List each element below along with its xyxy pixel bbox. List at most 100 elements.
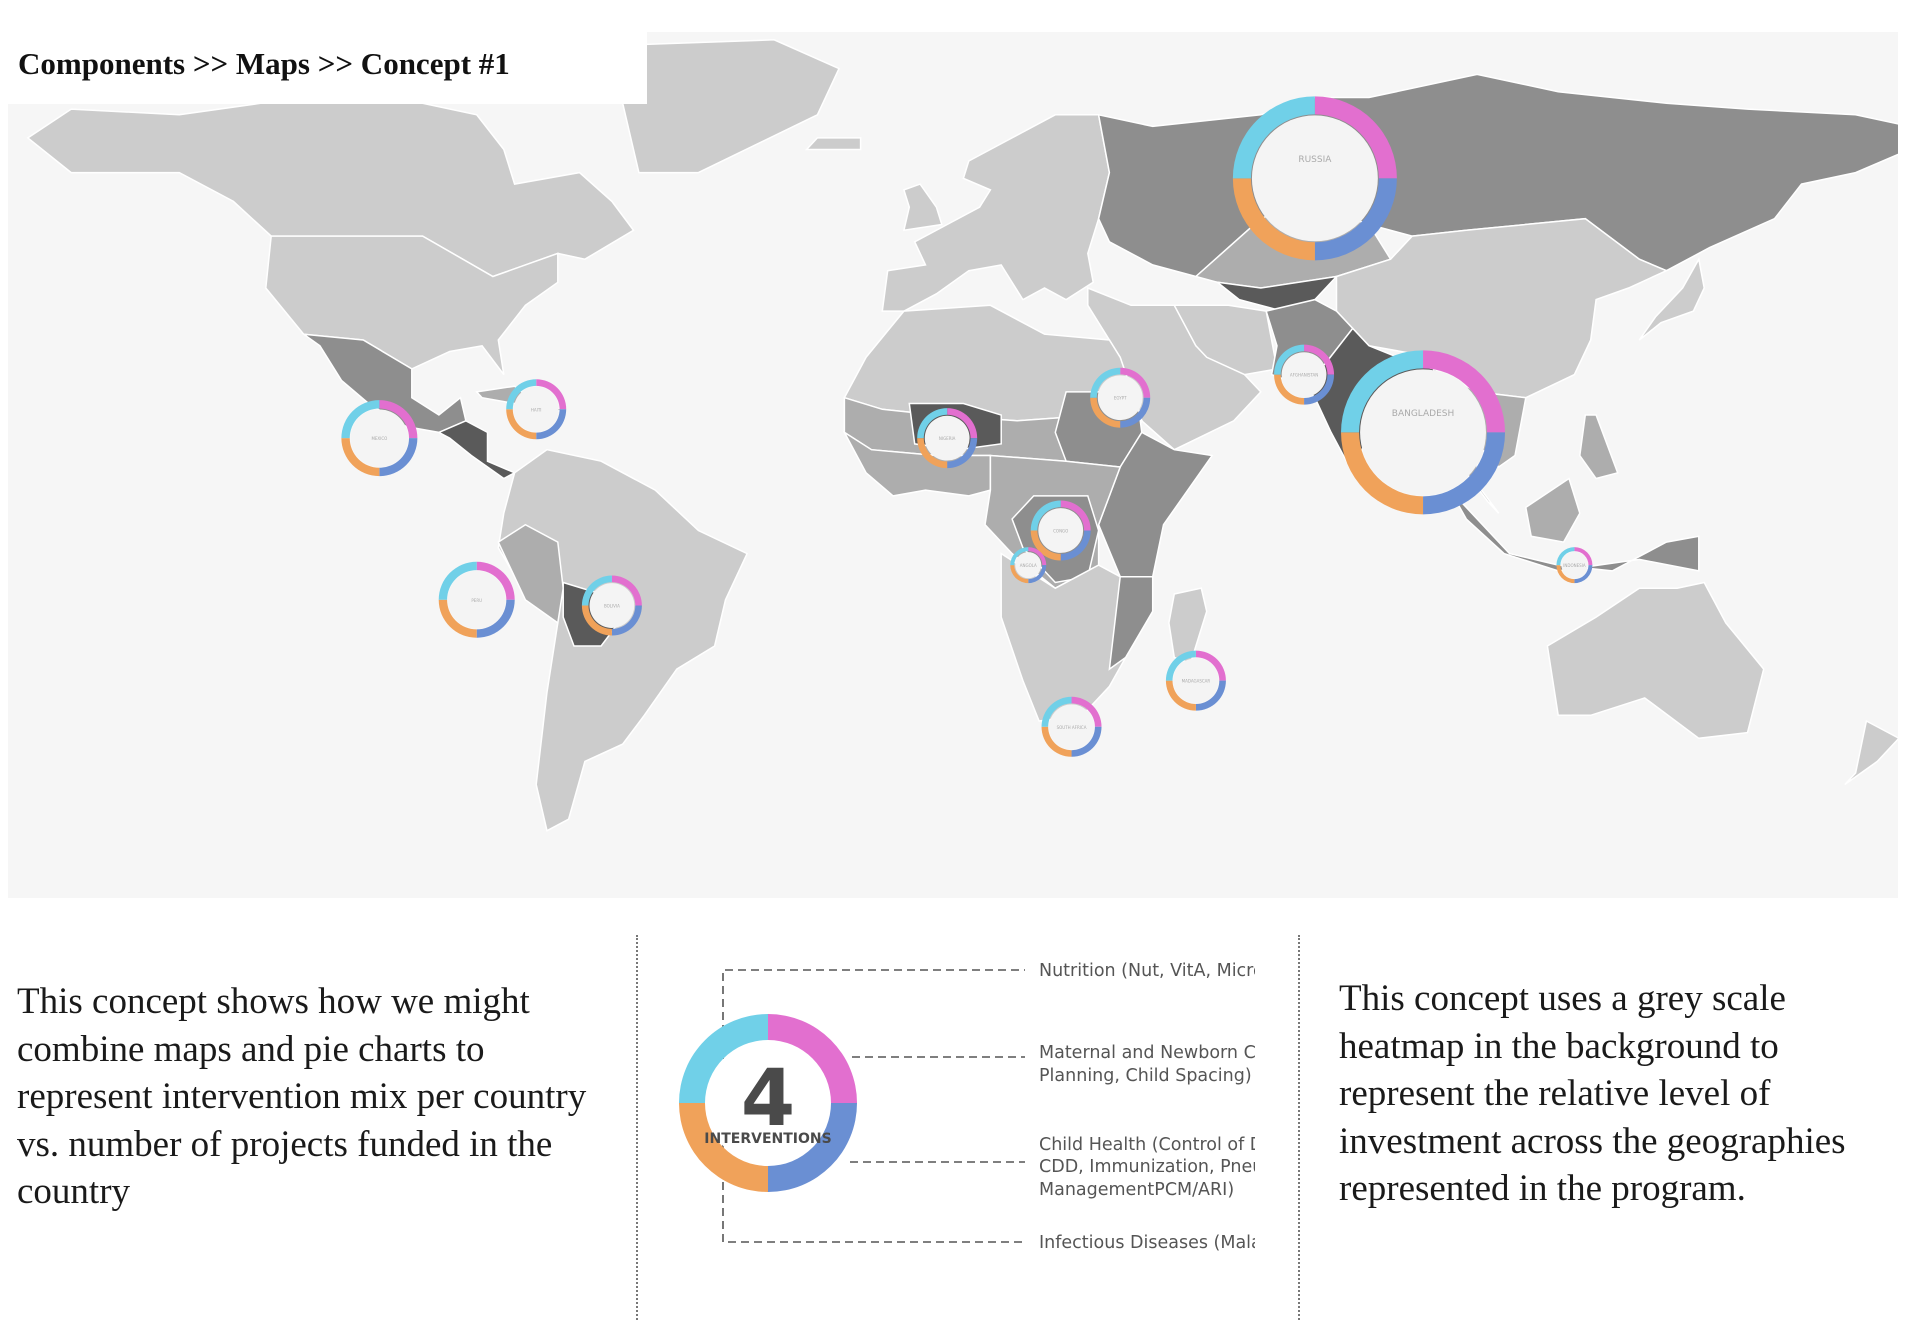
- marker-segment: [1090, 397, 1121, 428]
- marker-segment: [1071, 696, 1102, 727]
- country-marker[interactable]: RUSSIA: [1232, 96, 1397, 261]
- country-marker[interactable]: INDONESIA: [1556, 547, 1593, 584]
- country-marker[interactable]: MADAGASCAR: [1165, 650, 1226, 711]
- legend-item-child-health-line2: CDD, Immunization, Pneu: [1039, 1157, 1255, 1177]
- marker-segment: [1314, 96, 1397, 179]
- right-description: This concept uses a grey scale heatmap i…: [1339, 978, 1846, 1209]
- marker-segment: [1341, 432, 1424, 515]
- marker-segment: [1195, 650, 1226, 681]
- marker-segment: [1232, 178, 1315, 261]
- marker-segment: [438, 561, 477, 600]
- land-australia: [1546, 581, 1765, 740]
- marker-segment: [1574, 565, 1593, 584]
- breadcrumb: Components >> Maps >> Concept #1: [18, 46, 510, 81]
- intervention-count-label: INTERVENTIONS: [704, 1131, 831, 1147]
- country-marker[interactable]: BANGLADESH: [1341, 350, 1506, 515]
- marker-segment: [1090, 367, 1121, 398]
- marker-segment: [536, 409, 567, 440]
- country-marker[interactable]: NIGERIA: [917, 408, 978, 469]
- marker-segment: [506, 379, 537, 410]
- marker-segment: [476, 561, 515, 600]
- marker-segment: [1120, 367, 1151, 398]
- marker-segment: [1574, 547, 1593, 566]
- left-description: This concept shows how we might combine …: [17, 981, 587, 1212]
- marker-segment: [1556, 565, 1575, 584]
- divider-left: [636, 935, 638, 1320]
- marker-segment: [917, 408, 948, 439]
- marker-center: [1251, 115, 1378, 242]
- marker-segment: [341, 400, 380, 439]
- marker-center: [924, 415, 970, 461]
- marker-segment: [1274, 344, 1305, 375]
- country-marker[interactable]: HAITI: [506, 379, 567, 440]
- legend-item-infectious: Infectious Diseases (Mala: [1039, 1233, 1255, 1253]
- land-borneo: [1524, 477, 1581, 543]
- marker-segment: [1010, 565, 1029, 584]
- intervention-legend: 4 INTERVENTIONS Nutrition (Nut, VitA, Mi…: [679, 961, 1255, 1253]
- legend-item-maternal: Maternal and Newborn Ca: [1039, 1043, 1255, 1063]
- marker-center: [1049, 704, 1094, 750]
- marker-label: PERU: [471, 598, 482, 603]
- marker-segment: [1120, 397, 1151, 428]
- marker-segment: [917, 438, 948, 469]
- marker-label: CONGO: [1053, 529, 1068, 534]
- marker-center: [1038, 508, 1084, 553]
- marker-center: [513, 386, 559, 432]
- marker-segment: [1030, 530, 1061, 561]
- marker-label: NIGERIA: [939, 436, 956, 441]
- land-iceland: [804, 137, 862, 151]
- country-marker[interactable]: BOLIVIA: [581, 575, 642, 636]
- marker-segment: [947, 438, 978, 469]
- marker-segment: [1341, 350, 1424, 433]
- legend-item-nutrition: Nutrition (Nut, VitA, Micro: [1039, 961, 1255, 981]
- marker-segment: [1030, 500, 1061, 531]
- marker-segment: [379, 400, 418, 439]
- marker-segment: [947, 408, 978, 439]
- marker-center: [1097, 375, 1143, 421]
- country-markers: RUSSIA BANGLADESH MEXICO HAITI NIGERIA EGYPT A…: [341, 96, 1593, 757]
- country-marker[interactable]: PERU: [438, 561, 515, 638]
- country-marker[interactable]: MEXICO: [341, 400, 418, 477]
- donut-nutrition: [768, 1014, 857, 1103]
- divider-right: [1298, 935, 1300, 1320]
- marker-segment: [1041, 696, 1072, 727]
- marker-center: [589, 583, 635, 628]
- marker-center: [1015, 552, 1042, 579]
- intervention-count: 4: [741, 1054, 795, 1144]
- land-uk: [902, 183, 943, 232]
- country-marker[interactable]: EGYPT: [1090, 367, 1151, 428]
- marker-segment: [1232, 96, 1315, 179]
- marker-segment: [506, 409, 537, 440]
- marker-label: INDONESIA: [1563, 563, 1586, 568]
- land-new-zealand: [1844, 719, 1898, 786]
- legend-item-child-health: Child Health (Control of D: [1039, 1135, 1255, 1155]
- marker-segment: [1304, 344, 1335, 375]
- marker-segment: [341, 438, 380, 477]
- marker-label: AFGHANISTAN: [1290, 373, 1318, 378]
- breadcrumb-bar: Components >> Maps >> Concept #1: [8, 32, 647, 104]
- marker-segment: [1071, 726, 1102, 757]
- legend-item-child-health-line3: ManagementPCM/ARI): [1039, 1180, 1234, 1200]
- marker-segment: [1274, 374, 1305, 405]
- legend-donut: 4 INTERVENTIONS: [679, 1014, 857, 1192]
- country-marker[interactable]: SOUTH AFRICA: [1041, 696, 1102, 757]
- marker-segment: [1195, 680, 1226, 711]
- land-indonesia: [1449, 489, 1700, 572]
- marker-center: [448, 571, 506, 629]
- country-marker[interactable]: ANGOLA: [1010, 547, 1047, 584]
- marker-segment: [536, 379, 567, 410]
- marker-segment: [1556, 547, 1575, 566]
- marker-label: RUSSIA: [1298, 155, 1332, 165]
- marker-label: SOUTH AFRICA: [1057, 725, 1087, 730]
- legend-item-maternal-line2: Planning, Child Spacing): [1039, 1066, 1252, 1086]
- land-mozambique: [1108, 575, 1154, 671]
- marker-label: EGYPT: [1114, 396, 1127, 401]
- country-marker[interactable]: CONGO: [1030, 500, 1091, 561]
- marker-segment: [1028, 547, 1047, 566]
- country-marker[interactable]: AFGHANISTAN: [1274, 344, 1335, 405]
- legend-labels: Nutrition (Nut, VitA, Micro Maternal and…: [1039, 961, 1255, 1253]
- world-map: RUSSIA BANGLADESH MEXICO HAITI NIGERIA EGYPT A…: [8, 32, 1898, 898]
- marker-segment: [581, 575, 612, 606]
- marker-label: MADAGASCAR: [1182, 679, 1211, 684]
- marker-segment: [1423, 350, 1506, 433]
